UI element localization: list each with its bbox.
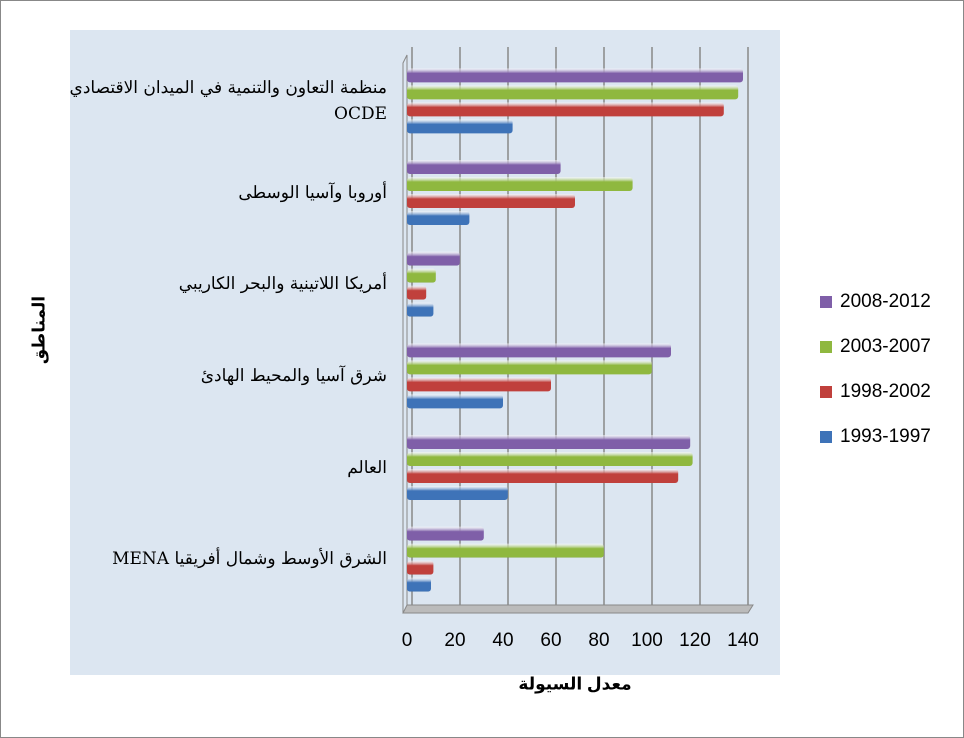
legend-label: 1998-2002 <box>840 381 931 402</box>
bar <box>407 68 743 83</box>
legend-label: 1993-1997 <box>840 426 931 447</box>
axis-wall <box>402 54 408 613</box>
bar <box>407 194 575 208</box>
legend-swatch <box>820 296 832 308</box>
y-tick-label: العالم <box>347 457 387 478</box>
bar <box>407 452 693 466</box>
y-tick-label: أمريكا اللاتينية والبحر الكاريبي <box>178 274 387 295</box>
bar <box>407 526 484 541</box>
x-tick-label: 80 <box>588 630 609 651</box>
x-tick-label: 40 <box>492 630 513 651</box>
y-tick-label: منظمة التعاون والتنمية في الميدان الاقتص… <box>69 77 387 124</box>
bar <box>407 85 739 100</box>
legend-swatch <box>820 431 832 443</box>
x-tick-label: 100 <box>631 630 663 651</box>
legend-label: 2003-2007 <box>840 336 931 357</box>
bar <box>407 285 427 300</box>
bar <box>407 577 431 592</box>
bar <box>407 119 513 134</box>
bar <box>407 302 434 317</box>
legend-swatch <box>820 341 832 353</box>
x-tick-label: 0 <box>402 630 413 651</box>
bar <box>407 343 671 358</box>
bar <box>407 377 551 392</box>
x-axis-title: معدل السيولة <box>518 674 631 694</box>
bar <box>407 160 561 174</box>
bar <box>407 211 470 225</box>
bar <box>407 435 691 449</box>
bar <box>407 251 460 266</box>
legend-swatch <box>820 386 832 398</box>
bar <box>407 560 434 575</box>
x-tick-label: 120 <box>679 630 711 651</box>
legend-label: 2008-2012 <box>840 291 931 312</box>
x-tick-label: 60 <box>540 630 561 651</box>
axis-floor <box>402 604 754 614</box>
x-tick-label: 140 <box>727 630 759 651</box>
bar <box>407 102 724 117</box>
bar <box>407 543 604 558</box>
bar <box>407 486 508 500</box>
y-axis-title: المناطق <box>29 296 49 364</box>
y-tick-label: أوروبا وآسيا الوسطى <box>238 182 387 203</box>
bar <box>407 360 652 375</box>
y-tick-label: شرق آسيا والمحيط الهادئ <box>200 365 387 386</box>
x-tick-label: 20 <box>444 630 465 651</box>
bar <box>407 177 633 191</box>
bar <box>407 394 503 409</box>
bar <box>407 469 679 483</box>
y-tick-label: الشرق الأوسط وشمال أفريقيا MENA <box>112 549 387 570</box>
bar <box>407 268 436 283</box>
